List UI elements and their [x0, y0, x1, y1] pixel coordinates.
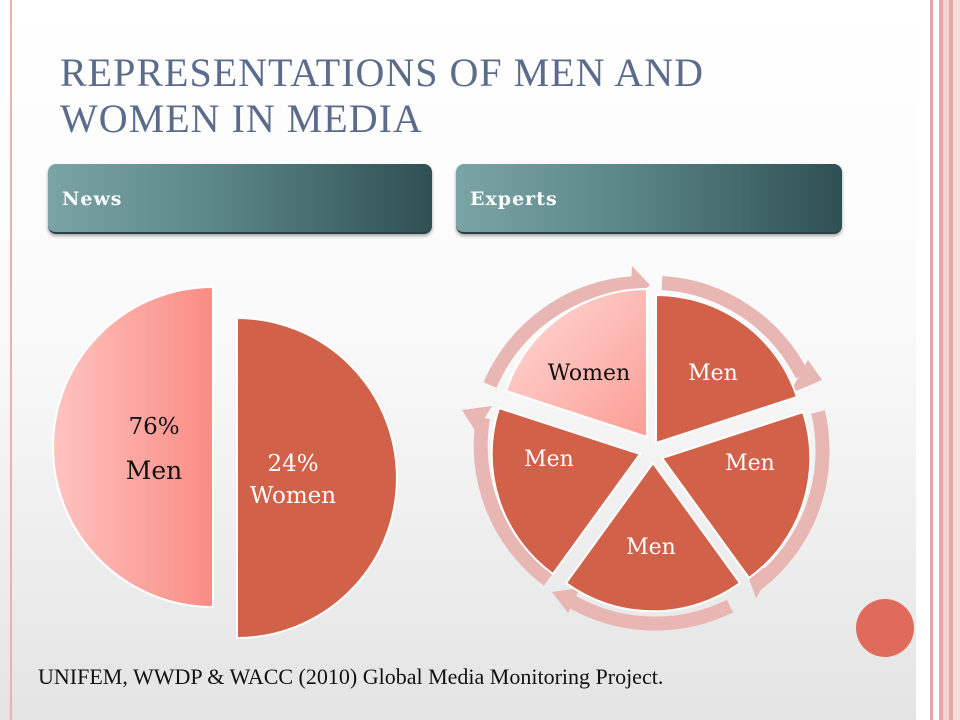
cycle-arrowheads: [462, 266, 822, 613]
news-pie-chart: 76% Men 24% Women: [52, 285, 398, 640]
news-women-label: Women: [250, 483, 336, 509]
cycle-arrow-arc-5: [483, 276, 637, 388]
source-citation: UNIFEM, WWDP & WACC (2010) Global Media …: [38, 664, 664, 689]
experts-segment-1-label: Men: [688, 361, 738, 386]
right-decorative-stripes: [916, 0, 960, 720]
cycle-arrow-arc-2: [752, 410, 830, 590]
experts-segment-2-label: Men: [725, 451, 775, 476]
decorative-accent-circle: [856, 599, 914, 657]
news-men-label: Men: [126, 456, 183, 485]
news-header-label: News: [62, 188, 123, 210]
cycle-arrowhead-1: [789, 360, 822, 394]
experts-segment-3: [564, 461, 742, 613]
experts-cycle-diagram: Men Men Men Men Women: [462, 266, 830, 631]
experts-segment-4: [490, 406, 642, 576]
experts-segment-3-label: Men: [626, 535, 676, 560]
experts-header-bar: Experts: [456, 164, 842, 234]
cycle-arrowhead-4: [462, 406, 492, 432]
slide-title: REPRESENTATIONS OF MEN AND WOMEN IN MEDI…: [60, 50, 704, 141]
news-header-bar: News: [48, 164, 432, 234]
news-men-percent: 76%: [128, 414, 179, 440]
experts-segment-1: [655, 293, 799, 445]
experts-segment-2: [660, 410, 812, 580]
news-men-half: [52, 285, 214, 609]
left-decorative-rule: [10, 0, 12, 720]
cycle-arrow-arc-3: [562, 592, 734, 631]
experts-header-label: Experts: [470, 188, 558, 210]
cycle-arrowhead-3: [552, 588, 580, 613]
cycle-arrow-arc-4: [473, 416, 553, 586]
experts-segment-5: [504, 287, 648, 439]
news-women-half: [236, 316, 398, 640]
experts-segment-5-label: Women: [548, 361, 630, 386]
news-women-percent: 24%: [267, 451, 318, 477]
experts-segment-4-label: Men: [524, 447, 574, 472]
cycle-arrow-ring: [473, 276, 830, 631]
cycle-arrow-arc-1: [661, 276, 809, 379]
